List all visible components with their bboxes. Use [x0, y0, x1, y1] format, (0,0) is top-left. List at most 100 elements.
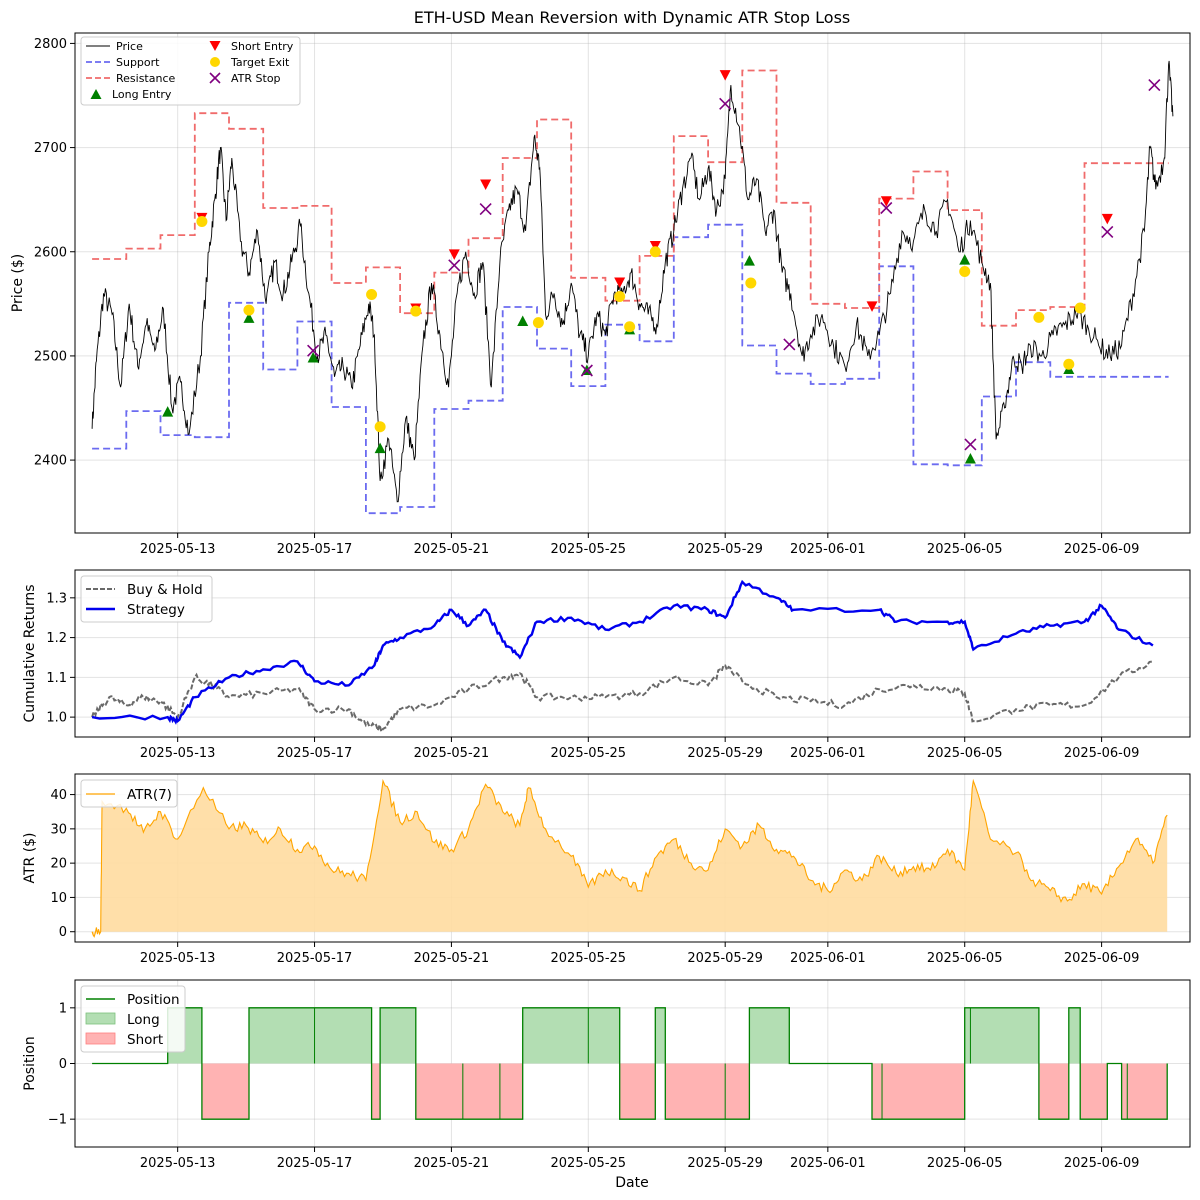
legend-price: Price Support Resistance Long Entry Short En… [80, 36, 301, 106]
atr-stop-marker [448, 259, 461, 272]
buy-hold-line [91, 660, 1154, 734]
x-tick-label: 2025-06-09 [1064, 542, 1140, 557]
long-entry-marker [959, 254, 971, 265]
x-tick-label: 2025-05-25 [551, 951, 627, 966]
long-fill-block [749, 1007, 790, 1064]
y-tick-label: −1 [48, 1113, 67, 1128]
legend-swatch-short [85, 1032, 116, 1045]
x-axis-label: Date [615, 1175, 648, 1191]
x-tick-label: 2025-05-29 [687, 1156, 763, 1171]
legend-atr: ATR(7) [80, 779, 178, 808]
x-tick-label: 2025-05-21 [414, 1156, 490, 1171]
short-fill-block [619, 1063, 656, 1120]
long-fill-block [248, 1007, 372, 1064]
x-tick-label: 2025-05-29 [687, 542, 763, 557]
short-fill-block [371, 1063, 381, 1120]
x-tick-label: 2025-06-05 [927, 1156, 1003, 1171]
y-axis-label-returns: Cumulative Returns [22, 584, 38, 722]
y-tick-label: 1.0 [46, 711, 67, 726]
plot-frame [74, 32, 1191, 534]
legend-label-short: Short Entry [231, 40, 294, 53]
short-entry-marker [880, 196, 892, 207]
plot-frame [74, 773, 1191, 943]
short-entry-marker [1101, 213, 1113, 225]
x-tick-label: 2025-05-29 [687, 951, 763, 966]
long-entry-marker [307, 352, 319, 363]
legend-label-support: Support [116, 56, 160, 69]
y-tick-label: 2600 [34, 245, 67, 260]
y-axis-label-price: Price ($) [10, 254, 26, 312]
y-tick-label: 1 [59, 1001, 67, 1016]
x-tick-label: 2025-05-17 [277, 1156, 353, 1171]
long-entry-marker [162, 406, 174, 417]
atr-stop-marker [880, 201, 893, 215]
x-tick-label: 2025-06-01 [790, 746, 866, 761]
x-tick-label: 2025-05-21 [414, 746, 490, 761]
atr-stop-marker [479, 202, 492, 216]
target-exit-marker [243, 304, 255, 316]
target-exit-marker [745, 277, 757, 289]
long-entry-marker [374, 442, 386, 454]
plot-frame [74, 569, 1191, 738]
y-tick-label: 40 [50, 788, 67, 803]
atr-area [92, 780, 1168, 937]
legend-box [80, 779, 178, 808]
grid-returns [75, 570, 1190, 737]
x-tick-label: 2025-05-25 [551, 1156, 627, 1171]
legend-label-strategy: Strategy [127, 602, 185, 618]
x-tick-label: 2025-05-29 [687, 746, 763, 761]
legend-returns: Buy & Hold Strategy [80, 575, 213, 623]
x-tick-label: 2025-05-13 [140, 1156, 216, 1171]
y-tick-label: 1.1 [46, 671, 67, 686]
legend-position: Position Long Short [80, 985, 186, 1053]
resistance-line [92, 69, 1169, 327]
legend-swatch-long-entry [90, 89, 102, 99]
legend-label-price: Price [116, 40, 143, 53]
short-fill-block [201, 1063, 249, 1120]
x-tick-label: 2025-05-25 [551, 542, 627, 557]
target-exit-marker [649, 246, 661, 258]
y-tick-label: 0 [59, 1057, 67, 1072]
x-tick-label: 2025-05-17 [277, 951, 353, 966]
target-exit-marker [532, 317, 544, 329]
short-entry-marker [480, 179, 492, 191]
grid-price [75, 33, 1190, 533]
target-exit-marker [1074, 302, 1086, 314]
y-tick-label: 2500 [34, 349, 67, 364]
x-tick-label: 2025-05-17 [277, 542, 353, 557]
atr-stop-marker [307, 344, 320, 357]
legend-swatch-target-exit [210, 57, 220, 67]
x-tick-label: 2025-06-01 [790, 1156, 866, 1171]
short-fill-block [1121, 1063, 1168, 1120]
short-entry-marker [448, 249, 460, 260]
long-entry-marker [964, 453, 976, 464]
y-tick-label: 1.2 [46, 631, 67, 646]
legend-label-target: Target Exit [230, 56, 290, 69]
target-exit-marker [196, 216, 208, 228]
position-line [92, 1007, 1168, 1120]
plot-frame [74, 979, 1191, 1148]
long-entry-marker [517, 315, 529, 327]
target-exit-marker [410, 305, 422, 317]
y-tick-label: 2800 [34, 37, 67, 52]
long-entry-marker [743, 255, 755, 266]
legend-label-atr: ATR(7) [127, 787, 172, 803]
y-tick-label: 1.3 [46, 591, 67, 606]
y-tick-label: 10 [50, 891, 67, 906]
legend-box [80, 36, 301, 106]
legend-swatch-short-entry [209, 41, 221, 51]
legend-label-stop: ATR Stop [231, 72, 281, 85]
short-entry-marker [719, 70, 731, 81]
y-tick-label: 2700 [34, 141, 67, 156]
x-tick-label: 2025-06-09 [1064, 951, 1140, 966]
target-exit-marker [374, 421, 386, 433]
support-line [92, 223, 1169, 515]
long-entry-marker [243, 312, 255, 323]
x-tick-label: 2025-06-09 [1064, 1156, 1140, 1171]
atr-stop-marker [783, 338, 796, 351]
short-fill-block [872, 1063, 965, 1120]
atr-stop-marker [580, 364, 593, 377]
short-fill-block [1080, 1063, 1108, 1120]
target-exit-marker [1063, 358, 1075, 370]
